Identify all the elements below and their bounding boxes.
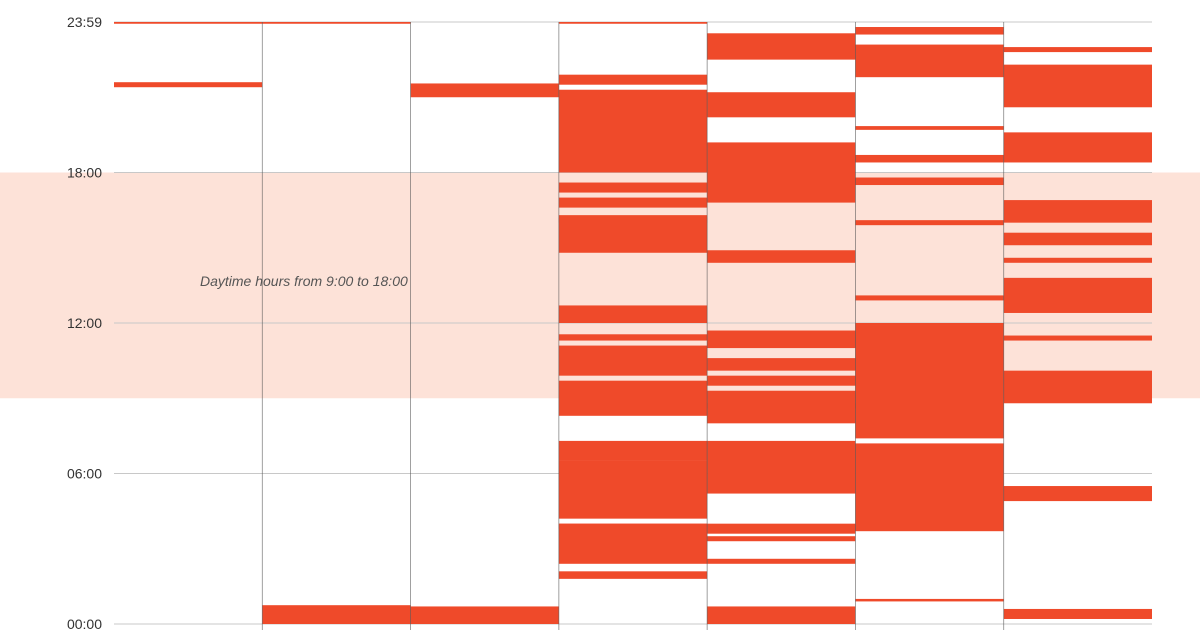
activity-bar-col0-0 [114, 22, 263, 24]
activity-bar-col3-8 [558, 334, 708, 341]
activity-bar-col3-3 [558, 182, 708, 193]
activity-bar-col4-8 [707, 403, 856, 424]
y-tick-label-0: 00:00 [67, 616, 102, 630]
activity-bar-col1-0 [262, 22, 411, 24]
activity-bar-col4-12 [707, 558, 856, 564]
activity-bar-col6-1 [1003, 64, 1152, 108]
activity-bar-col3-9 [558, 345, 708, 376]
activity-bar-col4-9 [707, 440, 856, 494]
labels-layer: 00:00 06:00 12:00 18:00 23:59 Daytime hours f… [67, 14, 408, 630]
activity-bar-col4-6 [707, 375, 856, 386]
activity-bar-col6-10 [1003, 608, 1152, 619]
activity-bar-col4-2 [707, 142, 856, 203]
y-tick-label-2: 12:00 [67, 315, 102, 331]
activity-bar-col5-0 [855, 27, 1004, 35]
daytime-band-label: Daytime hours from 9:00 to 18:00 [200, 273, 408, 289]
y-tick-label-4: 23:59 [67, 14, 102, 30]
activity-bar-col4-11 [707, 536, 856, 542]
activity-bar-col1-1 [262, 605, 411, 624]
activity-bar-col4-4 [707, 330, 856, 349]
activity-bar-col3-4 [558, 197, 708, 208]
activity-bar-col6-8 [1003, 370, 1152, 404]
activity-bar-col2-0 [410, 83, 559, 98]
activity-bar-col6-2 [1003, 132, 1152, 163]
activity-bar-col4-1 [707, 92, 856, 118]
activity-bar-col3-15 [558, 571, 708, 579]
activity-bar-col5-4 [855, 177, 1004, 186]
activity-bar-col4-5 [707, 358, 856, 371]
activity-bars-layer [114, 22, 1152, 624]
y-tick-label-3: 18:00 [67, 165, 102, 181]
column-separators-layer [261, 22, 1005, 630]
activity-bar-col5-1 [855, 44, 1004, 78]
activity-bar-col3-11 [558, 440, 708, 461]
activity-bar-col6-9 [1003, 486, 1152, 502]
activity-bar-col5-3 [855, 154, 1004, 163]
activity-bar-col3-1 [558, 74, 708, 85]
activity-bar-col6-3 [1003, 200, 1152, 223]
activity-bar-col3-14 [558, 523, 708, 564]
activity-bar-col5-5 [855, 220, 1004, 226]
activity-bar-col5-7 [855, 323, 1004, 326]
activity-bar-col0-1 [114, 82, 263, 88]
activity-bar-col3-10 [558, 380, 708, 416]
activity-bar-col3-7 [558, 305, 708, 323]
activity-bar-col5-9 [855, 443, 1004, 532]
activity-bar-col5-8 [855, 325, 1004, 439]
activity-bar-col4-0 [707, 33, 856, 60]
activity-bar-col4-10 [707, 523, 856, 534]
activity-bar-col3-12 [558, 460, 708, 519]
activity-bar-col3-2 [558, 89, 708, 173]
activity-bar-col6-7 [1003, 335, 1152, 341]
activity-bar-col5-2 [855, 126, 1004, 130]
activity-bar-col5-6 [855, 295, 1004, 301]
activity-bar-col5-10 [855, 598, 1004, 602]
activity-bar-col4-3 [707, 250, 856, 263]
activity-bar-col4-13 [707, 606, 856, 624]
activity-bar-col2-1 [410, 606, 559, 624]
activity-bar-col3-6 [558, 217, 708, 253]
activity-bar-col6-6 [1003, 277, 1152, 313]
activity-bar-col3-0 [558, 22, 708, 24]
activity-bar-col6-0 [1003, 47, 1152, 53]
activity-bar-col6-4 [1003, 232, 1152, 246]
activity-bar-col6-5 [1003, 257, 1152, 263]
y-tick-label-1: 06:00 [67, 466, 102, 482]
